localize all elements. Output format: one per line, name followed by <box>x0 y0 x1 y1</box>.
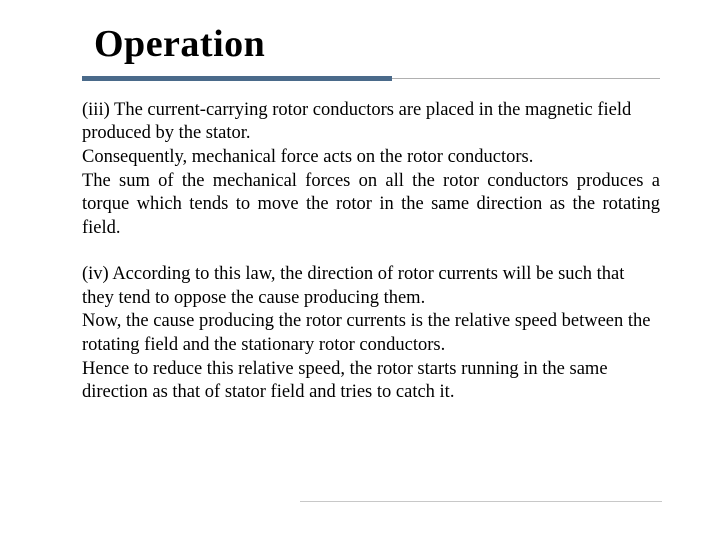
body-line: Consequently, mechanical force acts on t… <box>82 147 533 167</box>
title-area: Operation <box>0 0 720 66</box>
paragraph-gap <box>82 241 660 263</box>
footer-rule <box>300 501 662 502</box>
body-line: Hence to reduce this relative speed, the… <box>82 359 608 403</box>
accent-bar <box>82 76 392 81</box>
slide: Operation (iii) The current-carrying rot… <box>0 0 720 540</box>
thin-rule <box>392 78 660 79</box>
paragraph-iii: (iii) The current-carrying rotor conduct… <box>82 99 660 241</box>
page-title: Operation <box>94 24 720 66</box>
body-text: (iii) The current-carrying rotor conduct… <box>0 81 720 405</box>
body-line: Now, the cause producing the rotor curre… <box>82 311 651 355</box>
paragraph-iv: (iv) According to this law, the directio… <box>82 263 660 405</box>
body-line: (iv) According to this law, the directio… <box>82 264 624 308</box>
body-line: The sum of the mechanical forces on all … <box>82 170 660 241</box>
body-line: (iii) The current-carrying rotor conduct… <box>82 100 631 144</box>
